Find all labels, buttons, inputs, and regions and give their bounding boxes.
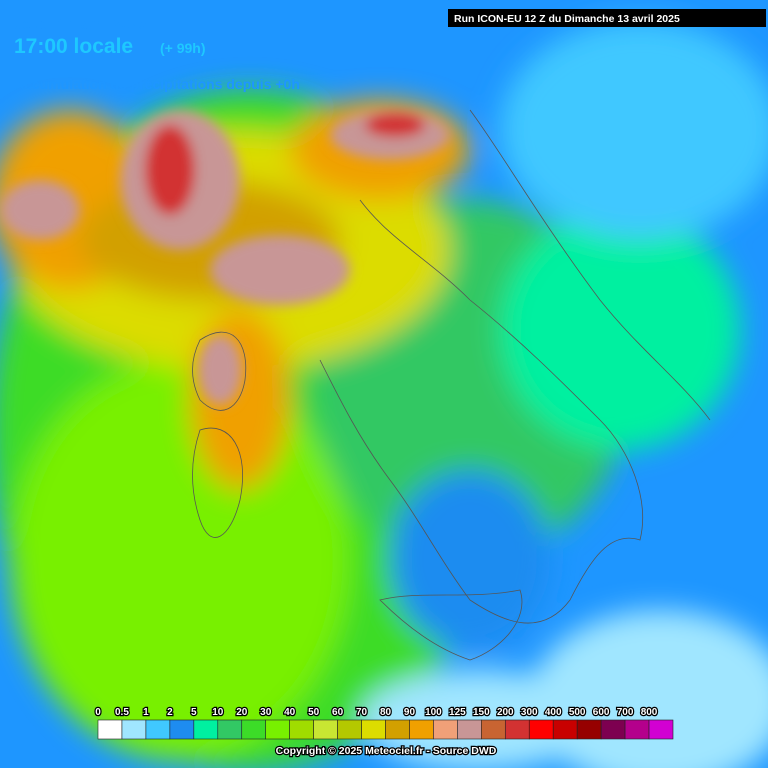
- legend-label: 2: [167, 707, 173, 718]
- legend-swatch: [241, 719, 267, 740]
- legend-label: 400: [545, 707, 562, 718]
- coastlines: [192, 109, 711, 661]
- legend-swatch: [600, 719, 626, 740]
- legend-swatch: [289, 719, 314, 740]
- legend-label: 600: [593, 707, 610, 718]
- legend-label: 500: [569, 707, 586, 718]
- legend-label: 150: [473, 707, 490, 718]
- legend-label: 800: [641, 707, 658, 718]
- legend-label: 125: [449, 707, 466, 718]
- run-box: [448, 9, 766, 27]
- legend-swatch: [121, 719, 147, 740]
- legend: 0 0.5 1 2 5 10 20 30 40 50 60 70 80 90 100 125 150 200 300…: [94, 706, 674, 740]
- legend-label: 60: [332, 707, 344, 718]
- legend-label: 30: [260, 707, 272, 718]
- legend-swatch: [361, 719, 386, 740]
- lead-time: (+ 99h): [160, 40, 206, 56]
- legend-swatch: [648, 719, 674, 740]
- legend-swatch: [433, 719, 458, 740]
- run-info: Run ICON-EU 12 Z du Dimanche 13 avril 20…: [454, 13, 680, 25]
- legend-label: 50: [308, 707, 320, 718]
- legend-swatch: [457, 719, 482, 740]
- legend-swatch: [265, 719, 290, 740]
- legend-label: 1: [143, 707, 149, 718]
- forecast-time: 17:00 locale: [14, 35, 133, 58]
- legend-label: 70: [356, 707, 368, 718]
- legend-label: 0.5: [115, 707, 129, 718]
- legend-label: 0: [95, 707, 101, 718]
- legend-swatch: [528, 719, 554, 740]
- legend-label: 90: [404, 707, 416, 718]
- forecast-date: Jeudi 17 avril 2025: [14, 16, 147, 33]
- legend-swatch: [481, 719, 506, 740]
- legend-swatch: [504, 719, 530, 740]
- legend-swatch: [552, 719, 578, 740]
- legend-swatch: [337, 719, 362, 740]
- legend-swatch: [624, 719, 650, 740]
- legend-swatch: [193, 719, 219, 740]
- subtitle: Accumulation de précipitations depuis +0…: [14, 76, 300, 92]
- legend-label: 20: [236, 707, 248, 718]
- legend-swatch: [385, 719, 410, 740]
- legend-label: 40: [284, 707, 296, 718]
- legend-label: 80: [380, 707, 392, 718]
- legend-swatch: [145, 719, 171, 740]
- legend-label: 300: [521, 707, 538, 718]
- legend-label: 5: [191, 707, 197, 718]
- copyright: Copyright © 2025 Meteociel.fr - Source D…: [276, 745, 497, 757]
- legend-swatch: [409, 719, 434, 740]
- legend-swatch: [169, 719, 195, 740]
- legend-label: 700: [617, 707, 634, 718]
- legend-label: 10: [212, 707, 224, 718]
- legend-swatch: [576, 719, 602, 740]
- legend-swatch: [217, 719, 243, 740]
- legend-swatch: [313, 719, 338, 740]
- legend-swatch: [97, 719, 123, 740]
- legend-label: 100: [425, 707, 442, 718]
- legend-label: 200: [497, 707, 514, 718]
